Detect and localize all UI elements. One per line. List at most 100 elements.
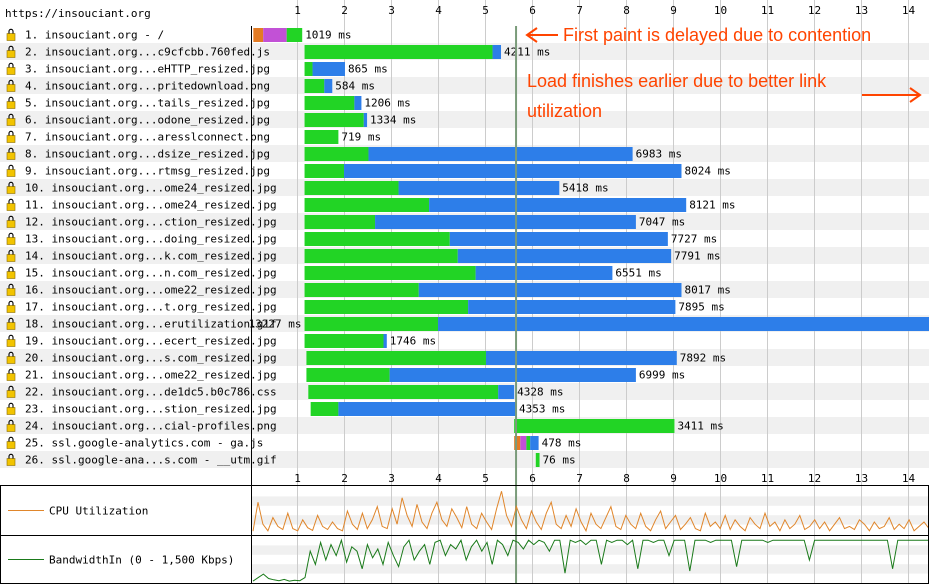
axis-tick-label: 6 xyxy=(529,472,536,485)
request-bar-download xyxy=(418,283,682,297)
request-duration: 1334 ms xyxy=(370,114,416,127)
request-bar-download xyxy=(498,385,515,399)
request-duration: 4353 ms xyxy=(519,403,565,416)
request-duration: 1019 ms xyxy=(305,29,351,42)
request-bar-connect xyxy=(263,28,287,42)
axis-tick-label: 10 xyxy=(714,472,727,485)
panel-stripe xyxy=(252,496,929,506)
lock-icon xyxy=(6,351,16,364)
lock-icon xyxy=(6,385,16,398)
request-bar-download xyxy=(398,181,560,195)
page-url-label: https://insouciant.org xyxy=(5,7,151,20)
axis-tick-label: 1 xyxy=(294,4,301,17)
request-duration: 76 ms xyxy=(543,454,576,467)
request-label: 7. insouciant.org...aresslconnect.png xyxy=(25,131,270,144)
request-bar-ttfb xyxy=(306,368,390,382)
request-label: 14. insouciant.org...k.com_resized.jpg xyxy=(25,250,277,263)
request-label: 3. insouciant.org...eHTTP_resized.jpg xyxy=(25,63,270,76)
request-duration: 865 ms xyxy=(348,63,388,76)
request-bar-download xyxy=(312,62,345,76)
request-bar-ttfb xyxy=(304,130,339,144)
request-label: 11. insouciant.org...ome24_resized.jpg xyxy=(25,199,277,212)
request-label: 21. insouciant.org...ome22_resized.jpg xyxy=(25,369,277,382)
request-label: 22. insouciant.org...de1dc5.b0c786.css xyxy=(25,386,277,399)
request-bar-download xyxy=(438,317,929,331)
request-bar-ttfb xyxy=(304,181,399,195)
axis-tick-label: 8 xyxy=(623,472,630,485)
request-duration: 4211 ms xyxy=(504,46,550,59)
request-bar-ttfb xyxy=(304,215,376,229)
request-label: 20. insouciant.org...s.com_resized.jpg xyxy=(25,352,277,365)
request-bar-download xyxy=(492,45,502,59)
request-bar-download xyxy=(530,436,539,450)
request-duration: 1206 ms xyxy=(364,97,410,110)
request-duration: 6999 ms xyxy=(639,369,685,382)
request-label: 8. insouciant.org...dsize_resized.jpg xyxy=(25,148,270,161)
lock-icon xyxy=(6,232,16,245)
request-bar-ttfb xyxy=(304,45,493,59)
request-bar-download xyxy=(449,232,668,246)
request-bar-ttfb xyxy=(304,249,458,263)
request-label: 17. insouciant.org...t.org_resized.jpg xyxy=(25,301,277,314)
request-duration: 5418 ms xyxy=(562,182,608,195)
annotation-load-finishes: Load finishes earlier due to better link xyxy=(527,71,827,91)
lock-icon xyxy=(6,317,16,330)
cpu-utilization-line xyxy=(252,491,929,533)
panel-stripe xyxy=(252,545,929,555)
request-bar-connect xyxy=(520,436,527,450)
request-bar-dns xyxy=(253,28,264,42)
request-label: 9. insouciant.org...rtmsg_resized.jpg xyxy=(25,165,270,178)
axis-tick-label: 2 xyxy=(341,4,348,17)
request-duration: 7727 ms xyxy=(671,233,717,246)
axis-tick-label: 5 xyxy=(482,4,489,17)
request-bar-download xyxy=(354,96,362,110)
axis-tick-label: 6 xyxy=(529,4,536,17)
request-label: 15. insouciant.org...n.com_resized.jpg xyxy=(25,267,277,280)
request-bar-ttfb xyxy=(304,96,355,110)
row-background xyxy=(0,451,929,468)
axis-tick-label: 4 xyxy=(435,472,442,485)
legend-label: BandwidthIn (0 - 1,500 Kbps) xyxy=(49,554,234,567)
request-bar-ttfb xyxy=(535,453,540,467)
request-duration: 7895 ms xyxy=(678,301,724,314)
bandwidth-in-line xyxy=(252,538,929,582)
request-duration: 8024 ms xyxy=(684,165,730,178)
request-bar-download xyxy=(389,368,636,382)
request-bar-download xyxy=(324,79,333,93)
request-bar-ttfb xyxy=(304,62,313,76)
request-label: 16. insouciant.org...ome22_resized.jpg xyxy=(25,284,277,297)
axis-tick-label: 2 xyxy=(341,472,348,485)
arrow-icon xyxy=(525,27,558,43)
lock-icon xyxy=(6,453,16,466)
request-duration: 13227 ms xyxy=(249,318,302,331)
request-label: 4. insouciant.org...pritedownload.png xyxy=(25,80,270,93)
request-label: 25. ssl.google-analytics.com - ga.js xyxy=(25,437,263,450)
lock-icon xyxy=(6,62,16,75)
axis-tick-label: 14 xyxy=(902,472,916,485)
request-bar-ttfb xyxy=(310,402,339,416)
request-label: 6. insouciant.org...odone_resized.jpg xyxy=(25,114,270,127)
lock-icon xyxy=(6,419,16,432)
request-label: 1. insouciant.org - / xyxy=(25,29,164,42)
axis-tick-label: 3 xyxy=(388,4,395,17)
axis-tick-label: 5 xyxy=(482,472,489,485)
axis-tick-label: 14 xyxy=(902,4,916,17)
request-label: 18. insouciant.org...erutilization.gif xyxy=(25,318,277,331)
request-duration: 7791 ms xyxy=(674,250,720,263)
request-bar-ttfb xyxy=(526,436,531,450)
request-label: 10. insouciant.org...ome24_resized.jpg xyxy=(25,182,277,195)
request-bar-download xyxy=(475,266,613,280)
lock-icon xyxy=(6,368,16,381)
axis-tick-label: 11 xyxy=(761,472,774,485)
axis-tick-label: 10 xyxy=(714,4,727,17)
request-bar-download xyxy=(375,215,636,229)
request-bar-download xyxy=(368,147,633,161)
request-duration: 7892 ms xyxy=(680,352,726,365)
axis-tick-label: 8 xyxy=(623,4,630,17)
axis-tick-label: 3 xyxy=(388,472,395,485)
lock-icon xyxy=(6,266,16,279)
request-bar-download xyxy=(344,164,682,178)
lock-icon xyxy=(6,436,16,449)
request-bar-ttfb xyxy=(304,147,369,161)
request-duration: 4328 ms xyxy=(517,386,563,399)
